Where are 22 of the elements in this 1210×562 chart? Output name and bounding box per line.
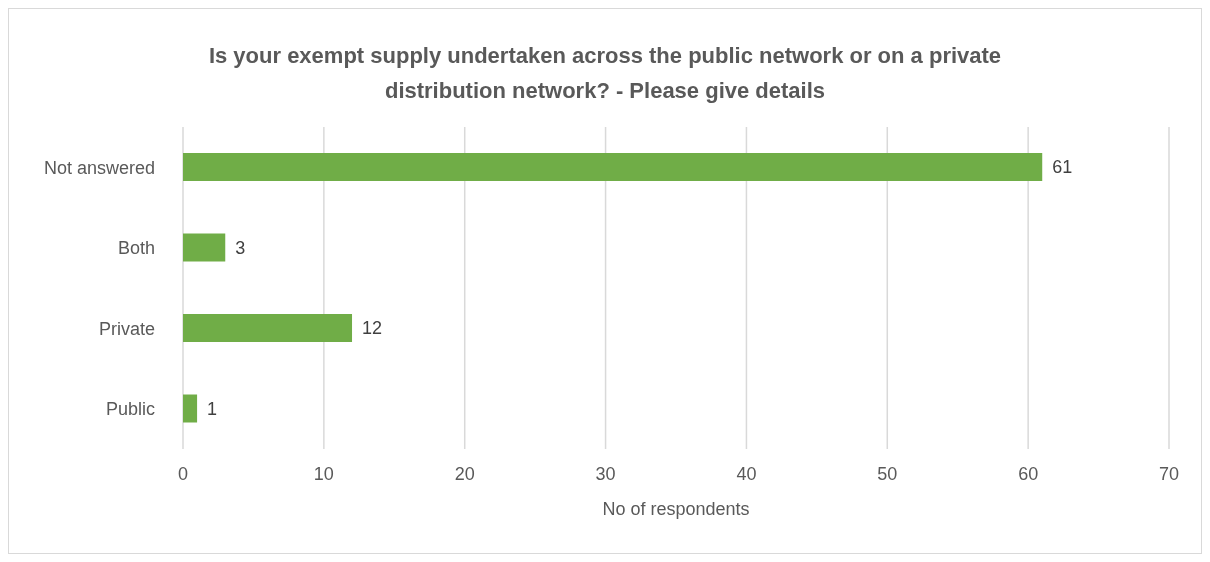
data-label: 3 xyxy=(235,237,246,258)
data-label: 1 xyxy=(207,398,218,419)
data-label: 12 xyxy=(362,318,383,339)
bar xyxy=(183,314,353,342)
x-tick-label: 20 xyxy=(454,463,475,484)
x-tick-label: 10 xyxy=(313,463,334,484)
x-tick-label: 50 xyxy=(877,463,898,484)
x-tick-label: 30 xyxy=(595,463,616,484)
x-tick-label: 60 xyxy=(1018,463,1039,484)
y-tick-label: Public xyxy=(105,399,155,420)
chart-title: Is your exempt supply undertaken across the public network or on a private distribution network? - Please give details xyxy=(207,42,1003,105)
data-label: 61 xyxy=(1052,157,1073,178)
x-axis-title: No of respondents xyxy=(602,499,750,519)
x-tick-label: 0 xyxy=(177,463,189,484)
y-tick-label: Both xyxy=(117,238,155,259)
bar xyxy=(183,394,198,423)
y-tick-label: Not answered xyxy=(43,157,155,178)
bar xyxy=(183,153,1043,181)
x-tick-label: 40 xyxy=(736,463,757,484)
bar xyxy=(183,233,226,262)
x-tick-label: 70 xyxy=(1158,463,1180,484)
y-tick-label: Private xyxy=(98,318,155,339)
